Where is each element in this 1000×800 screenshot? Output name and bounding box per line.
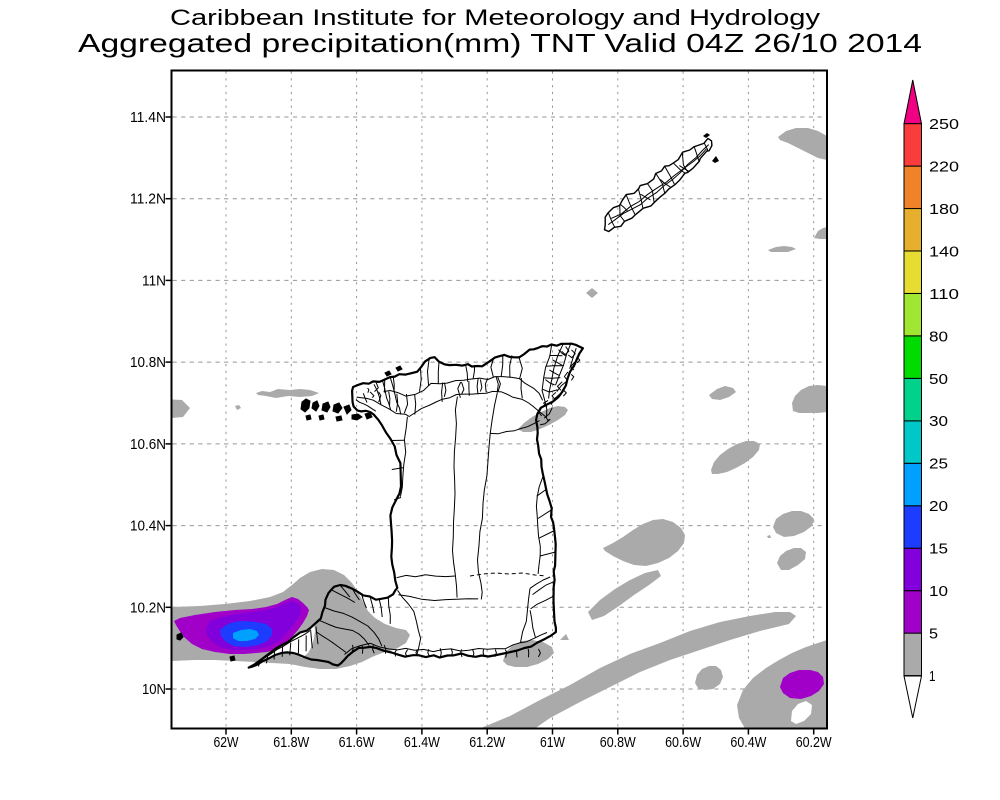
svg-text:61.6W: 61.6W bbox=[339, 735, 375, 751]
svg-text:10.4N: 10.4N bbox=[130, 519, 166, 535]
svg-text:11.4N: 11.4N bbox=[130, 110, 166, 126]
svg-text:25: 25 bbox=[929, 457, 948, 473]
svg-text:60.6W: 60.6W bbox=[665, 735, 701, 751]
svg-text:10.8N: 10.8N bbox=[130, 355, 166, 371]
svg-text:Aggregated precipitation(mm) T: Aggregated precipitation(mm) TNT Valid 0… bbox=[78, 28, 922, 58]
svg-text:60.4W: 60.4W bbox=[730, 735, 766, 751]
svg-text:10: 10 bbox=[929, 584, 948, 600]
svg-text:20: 20 bbox=[929, 499, 948, 515]
svg-text:Caribbean Institute for Meteor: Caribbean Institute for Meteorology and … bbox=[170, 5, 820, 30]
svg-text:110: 110 bbox=[929, 287, 959, 303]
svg-text:10.2N: 10.2N bbox=[130, 600, 166, 616]
svg-text:60.8W: 60.8W bbox=[600, 735, 636, 751]
svg-text:62W: 62W bbox=[214, 735, 239, 751]
svg-text:5: 5 bbox=[929, 627, 938, 643]
svg-text:220: 220 bbox=[929, 160, 959, 176]
svg-text:1: 1 bbox=[929, 669, 936, 685]
svg-text:61.2W: 61.2W bbox=[469, 735, 505, 751]
svg-text:80: 80 bbox=[929, 329, 948, 345]
svg-text:15: 15 bbox=[929, 542, 948, 558]
svg-text:61.8W: 61.8W bbox=[273, 735, 309, 751]
svg-text:10.6N: 10.6N bbox=[130, 437, 166, 453]
svg-text:61W: 61W bbox=[540, 735, 565, 751]
svg-text:50: 50 bbox=[929, 372, 948, 388]
svg-text:11N: 11N bbox=[142, 273, 166, 289]
svg-text:11.2N: 11.2N bbox=[130, 192, 166, 208]
svg-text:10N: 10N bbox=[142, 682, 166, 698]
svg-text:61.4W: 61.4W bbox=[404, 735, 440, 751]
svg-text:180: 180 bbox=[929, 202, 959, 218]
svg-text:250: 250 bbox=[929, 117, 959, 133]
svg-text:140: 140 bbox=[929, 244, 959, 260]
svg-text:60.2W: 60.2W bbox=[796, 735, 832, 751]
svg-text:30: 30 bbox=[929, 414, 948, 430]
